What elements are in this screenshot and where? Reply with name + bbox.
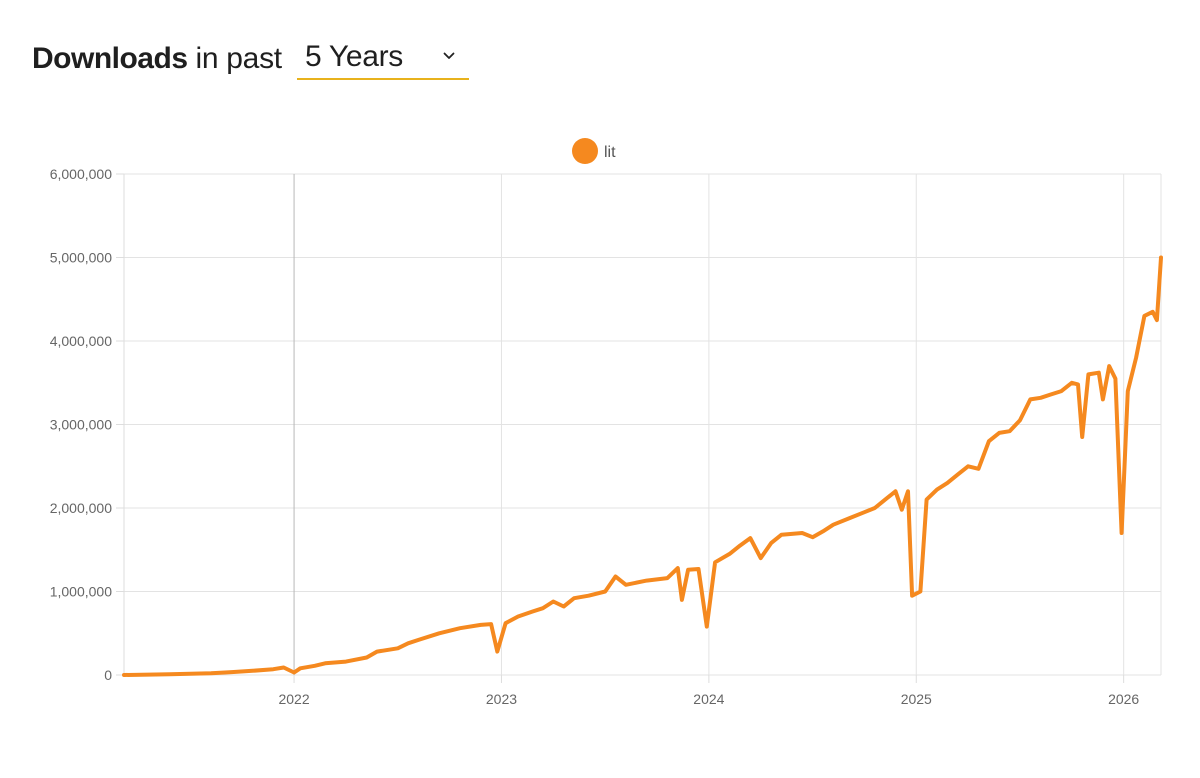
legend-label: lit [604,144,616,161]
series-line-lit [122,255,1163,677]
y-tick-label: 1,000,000 [50,584,112,600]
x-tick-label: 2025 [901,691,932,707]
x-tick-label: 2026 [1108,691,1139,707]
header-title: Downloads [32,42,188,75]
legend-marker [572,138,598,164]
y-tick-label: 4,000,000 [50,333,112,349]
x-tick-label: 2022 [278,691,309,707]
y-tick-label: 0 [104,667,112,683]
y-tick-label: 3,000,000 [50,417,112,433]
chevron-down-icon [443,52,455,59]
y-tick-label: 5,000,000 [50,250,112,266]
downloads-header: Downloads in past [32,36,282,82]
y-tick-label: 2,000,000 [50,500,112,516]
y-tick-label: 6,000,000 [50,166,112,182]
header-suffix: in past [195,42,283,75]
x-tick-label: 2023 [486,691,517,707]
period-select-value: 5 Years [305,40,403,73]
period-select[interactable]: 5 Years [297,36,469,80]
x-tick-label: 2024 [693,691,724,707]
